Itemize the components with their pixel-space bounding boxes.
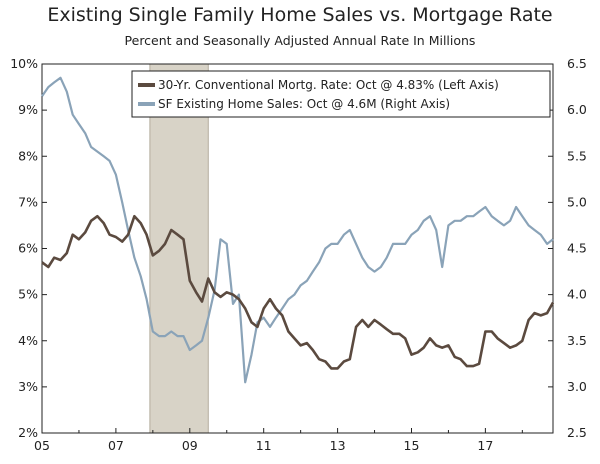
x-axis-tick-label: 07 xyxy=(108,438,124,453)
x-axis-tick-label: 11 xyxy=(256,438,272,453)
x-axis-tick-label: 15 xyxy=(404,438,420,453)
x-axis-tick-label: 09 xyxy=(182,438,198,453)
right-axis-tick-label: 6.0 xyxy=(567,102,587,117)
right-axis-tick-label: 4.5 xyxy=(567,241,587,256)
left-axis-tick-label: 7% xyxy=(18,194,38,209)
legend-box xyxy=(131,70,551,118)
left-axis-tick-label: 9% xyxy=(18,102,38,117)
plot-frame xyxy=(41,63,554,434)
home-sales-line xyxy=(41,76,554,384)
right-axis-tick-label: 5.0 xyxy=(567,194,587,209)
right-axis-tick-label: 6.5 xyxy=(567,56,587,71)
recession-shading xyxy=(149,63,209,434)
left-axis-tick-label: 10% xyxy=(10,56,38,71)
right-axis-tick-label: 3.5 xyxy=(567,333,587,348)
left-axis-tick-label: 4% xyxy=(18,333,38,348)
left-axis-tick-label: 2% xyxy=(18,425,38,440)
mortgage-rate-line xyxy=(41,214,555,370)
chart-title: Existing Single Family Home Sales vs. Mo… xyxy=(47,4,553,26)
right-axis-tick-label: 2.5 xyxy=(567,425,587,440)
right-axis-tick-label: 3.0 xyxy=(567,379,587,394)
legend-sales-label: SF Existing Home Sales: Oct @ 4.6M (Righ… xyxy=(158,97,450,111)
left-axis-tick-label: 8% xyxy=(18,148,38,163)
right-axis-tick-label: 5.5 xyxy=(567,148,587,163)
left-axis-tick-label: 3% xyxy=(18,379,38,394)
chart-subtitle: Percent and Seasonally Adjusted Annual R… xyxy=(124,33,476,48)
x-axis-tick-label: 17 xyxy=(477,438,493,453)
x-axis-tick-label: 13 xyxy=(330,438,346,453)
legend: 30-Yr. Conventional Mortg. Rate: Oct @ 4… xyxy=(131,70,551,118)
x-axis-tick-label: 05 xyxy=(34,438,50,453)
legend-mortgage-label: 30-Yr. Conventional Mortg. Rate: Oct @ 4… xyxy=(158,78,499,92)
right-axis-tick-label: 4.0 xyxy=(567,287,587,302)
left-axis-tick-label: 6% xyxy=(18,241,38,256)
left-axis-tick-label: 5% xyxy=(18,287,38,302)
